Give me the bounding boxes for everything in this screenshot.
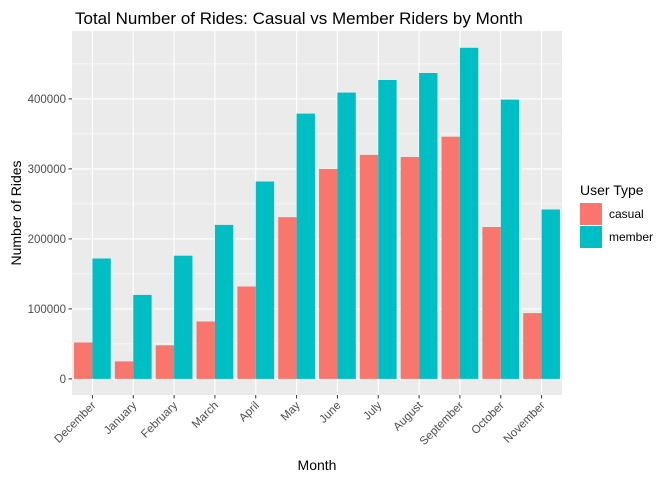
- bar-casual-september: [441, 136, 460, 379]
- y-axis: 0 100000 200000 300000 400000: [28, 94, 72, 386]
- bar-member-november: [541, 209, 560, 379]
- plot-panel: [72, 31, 562, 395]
- bar-member-february: [174, 255, 193, 379]
- bar-member-june: [337, 92, 356, 379]
- x-tick-label-december: December: [53, 400, 99, 446]
- x-tick-label-may: May: [279, 399, 303, 423]
- x-tick-label-april: April: [237, 400, 262, 425]
- bar-casual-april: [237, 286, 256, 379]
- x-tick-label-august: August: [391, 399, 425, 433]
- bar-casual-january: [114, 361, 134, 379]
- y-axis-title: Number of Rides: [8, 160, 24, 265]
- bar-member-may: [296, 113, 315, 379]
- x-tick-label-march: March: [190, 400, 221, 431]
- y-tick-label: 100000: [28, 304, 66, 316]
- x-tick-label-june: June: [317, 400, 343, 426]
- bars-group: [74, 47, 560, 379]
- y-tick-label: 300000: [28, 164, 66, 176]
- bar-member-october: [500, 99, 520, 379]
- legend-label-member: member: [609, 230, 653, 244]
- bar-member-april: [255, 181, 275, 379]
- bar-member-september: [459, 47, 479, 379]
- x-tick-label-january: January: [102, 399, 140, 437]
- y-tick-label: 200000: [28, 234, 66, 246]
- legend-key-casual: [580, 203, 602, 225]
- bar-casual-july: [359, 154, 379, 379]
- bar-member-august: [419, 73, 438, 379]
- bar-member-march: [214, 224, 234, 379]
- x-tick-label-february: February: [139, 399, 180, 440]
- bar-casual-august: [400, 157, 420, 379]
- bar-member-january: [133, 294, 152, 379]
- bar-casual-may: [278, 217, 297, 379]
- x-axis: December January February March April May June…: [53, 395, 548, 448]
- chart-title: Total Number of Rides: Casual vs Member …: [75, 9, 523, 28]
- legend-label-casual: casual: [609, 207, 644, 221]
- bar-casual-october: [482, 227, 501, 379]
- bar-casual-march: [196, 321, 215, 379]
- legend: User Type casual member: [580, 182, 653, 248]
- bar-member-december: [92, 258, 111, 379]
- y-tick-label: 400000: [28, 94, 66, 106]
- y-tick-label: 0: [60, 374, 66, 386]
- x-tick-label-october: October: [469, 400, 507, 438]
- x-tick-label-july: July: [361, 399, 384, 422]
- bar-casual-november: [523, 313, 542, 379]
- legend-title: User Type: [580, 182, 644, 198]
- bar-member-july: [378, 80, 397, 379]
- bar-casual-december: [74, 342, 93, 379]
- bar-casual-february: [155, 345, 175, 379]
- x-tick-label-september: September: [418, 400, 466, 448]
- minor-gridlines: [72, 63, 562, 345]
- legend-key-member: [580, 226, 602, 248]
- bar-casual-june: [319, 168, 338, 379]
- x-tick-label-november: November: [502, 400, 548, 446]
- x-axis-title: Month: [298, 457, 337, 473]
